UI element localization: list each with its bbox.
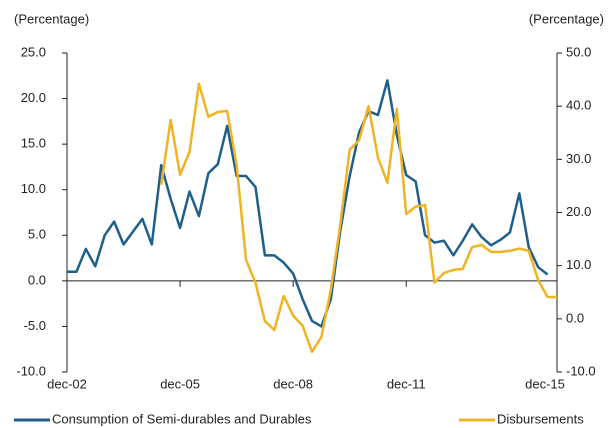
y-tick-label: -10.0 [16,363,46,378]
series-line [159,82,557,354]
y-tick-label: 15.0 [21,136,46,151]
y2-tick-label: 50.0 [566,44,591,59]
y2-tick-label: 40.0 [566,98,591,113]
y-axis-label: (Percentage) [14,11,89,26]
x-tick-label: dec-08 [273,376,313,391]
x-tick-label: dec-05 [160,376,200,391]
y2-tick-label: 10.0 [566,257,591,272]
y-tick-label: 10.0 [21,181,46,196]
x-tick-label: dec-15 [525,376,565,391]
y2-tick-label: 30.0 [566,151,591,166]
y2-tick-label: 20.0 [566,204,591,219]
y2-tick-label: -10.0 [566,363,596,378]
y-tick-label: 5.0 [28,227,46,242]
y2-axis-label: (Percentage) [529,11,604,26]
x-tick-label: dec-11 [387,376,426,391]
y-tick-label: 20.0 [21,90,46,105]
y-tick-label: 25.0 [21,44,46,59]
y-tick-label: -5.0 [24,318,46,333]
legend-label: Consumption of Semi-durables and Durable… [52,411,312,426]
y2-tick-label: 0.0 [566,310,584,325]
y-tick-label: 0.0 [28,272,46,287]
legend-label: Disbursements [497,411,584,426]
x-tick-label: dec-02 [47,376,87,391]
series-line [67,79,549,328]
